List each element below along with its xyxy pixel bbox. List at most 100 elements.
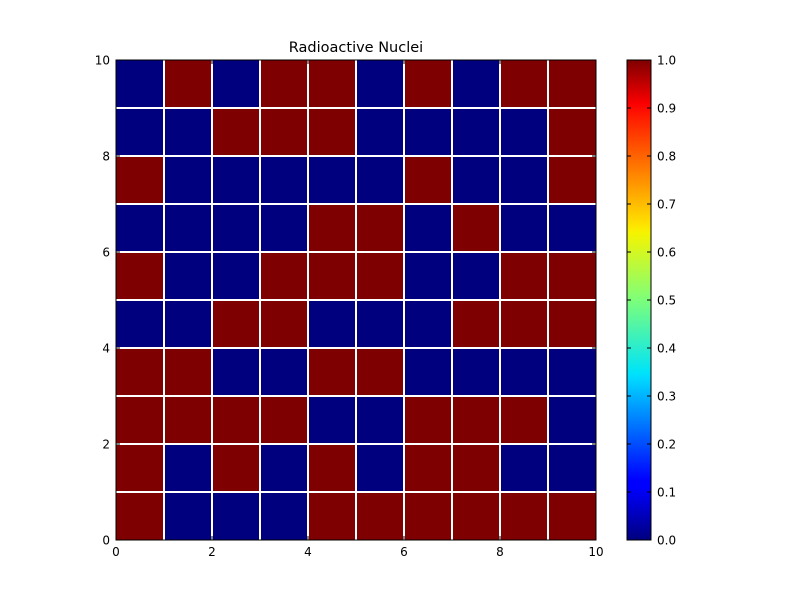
heatmap-cell: [212, 204, 260, 252]
heatmap-cell: [164, 300, 212, 348]
heatmap-cell: [404, 348, 452, 396]
heatmap-cell: [404, 300, 452, 348]
y-tick-label: 0: [102, 534, 110, 548]
heatmap-cell: [116, 348, 164, 396]
colorbar-tick-label: 0.2: [657, 438, 676, 452]
heatmap-cell: [452, 156, 500, 204]
heatmap-cell: [260, 252, 308, 300]
heatmap-cell: [260, 348, 308, 396]
heatmap-cell: [116, 108, 164, 156]
heatmap-cell: [116, 396, 164, 444]
heatmap-cell: [260, 396, 308, 444]
heatmap-cell: [116, 156, 164, 204]
heatmap-cell: [500, 300, 548, 348]
heatmap-cell: [116, 252, 164, 300]
heatmap-cell: [308, 396, 356, 444]
heatmap-cell: [308, 204, 356, 252]
heatmap-cell: [164, 204, 212, 252]
heatmap-cell: [548, 396, 596, 444]
heatmap-cell: [356, 108, 404, 156]
heatmap-cell: [260, 60, 308, 108]
colorbar-tick-label: 0.7: [657, 198, 676, 212]
heatmap-cell: [548, 252, 596, 300]
heatmap-cell: [164, 444, 212, 492]
heatmap-cells: [116, 60, 596, 540]
heatmap-cell: [260, 300, 308, 348]
heatmap-cell: [548, 60, 596, 108]
heatmap-cell: [404, 60, 452, 108]
plot-area: 0 2 4 6 8 10 0 2 4 6 8 10: [95, 54, 604, 560]
heatmap-cell: [404, 492, 452, 540]
heatmap-cell: [356, 60, 404, 108]
heatmap-cell: [164, 60, 212, 108]
heatmap-cell: [404, 156, 452, 204]
heatmap-cell: [260, 204, 308, 252]
heatmap-cell: [356, 396, 404, 444]
heatmap-cell: [452, 108, 500, 156]
heatmap-cell: [452, 300, 500, 348]
heatmap-cell: [500, 204, 548, 252]
colorbar-tick-label: 0.3: [657, 390, 676, 404]
y-tick-label: 4: [102, 342, 110, 356]
colorbar-tick-label: 0.9: [657, 102, 676, 116]
heatmap-cell: [500, 396, 548, 444]
heatmap-cell: [452, 204, 500, 252]
colorbar-tick-label: 1.0: [657, 54, 676, 68]
heatmap-cell: [308, 252, 356, 300]
x-tick-label: 2: [208, 545, 216, 559]
heatmap-cell: [308, 492, 356, 540]
heatmap-cell: [548, 204, 596, 252]
heatmap-cell: [356, 300, 404, 348]
y-tick-label: 10: [95, 54, 110, 68]
x-tick-label: 4: [304, 545, 312, 559]
heatmap-cell: [452, 252, 500, 300]
x-tick-label: 6: [400, 545, 408, 559]
y-tick-label: 2: [102, 438, 110, 452]
heatmap-cell: [356, 492, 404, 540]
heatmap-cell: [212, 396, 260, 444]
heatmap-cell: [404, 444, 452, 492]
heatmap-cell: [404, 108, 452, 156]
heatmap-cell: [164, 252, 212, 300]
heatmap-cell: [212, 300, 260, 348]
heatmap-cell: [308, 60, 356, 108]
heatmap-cell: [116, 204, 164, 252]
heatmap-cell: [452, 396, 500, 444]
heatmap-cell: [212, 348, 260, 396]
heatmap-cell: [260, 108, 308, 156]
heatmap-cell: [164, 108, 212, 156]
heatmap-cell: [116, 492, 164, 540]
heatmap-cell: [548, 492, 596, 540]
heatmap-cell: [404, 204, 452, 252]
heatmap-cell: [356, 348, 404, 396]
colorbar-tick-label: 0.8: [657, 150, 676, 164]
heatmap-cell: [212, 108, 260, 156]
x-tick-label: 10: [588, 545, 603, 559]
heatmap-cell: [500, 348, 548, 396]
heatmap-cell: [548, 156, 596, 204]
heatmap-cell: [260, 156, 308, 204]
heatmap-cell: [452, 444, 500, 492]
heatmap-cell: [500, 444, 548, 492]
colorbar-ticks: 0.0 0.1 0.2 0.3 0.4 0.5 0.6 0.7 0.8 0.9 1.0: [627, 54, 676, 548]
heatmap-cell: [356, 252, 404, 300]
heatmap-cell: [404, 252, 452, 300]
heatmap-cell: [452, 60, 500, 108]
heatmap-gridlines: [116, 60, 596, 540]
colorbar-tick-label: 0.4: [657, 342, 676, 356]
heatmap-cell: [452, 492, 500, 540]
heatmap-cell: [260, 492, 308, 540]
heatmap-cell: [116, 60, 164, 108]
heatmap-cell: [500, 492, 548, 540]
heatmap-cell: [500, 252, 548, 300]
heatmap-cell: [548, 444, 596, 492]
heatmap-cell: [308, 300, 356, 348]
heatmap-cell: [164, 348, 212, 396]
heatmap-cell: [212, 444, 260, 492]
heatmap-cell: [308, 156, 356, 204]
heatmap-cell: [260, 444, 308, 492]
y-tick-label: 8: [102, 150, 110, 164]
heatmap-cell: [212, 252, 260, 300]
heatmap-cell: [116, 300, 164, 348]
